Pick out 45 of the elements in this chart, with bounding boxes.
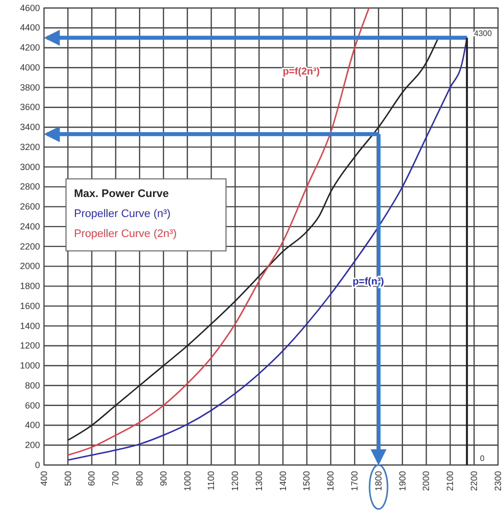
x-tick-label: 2100 xyxy=(445,471,456,492)
y-tick-label: 600 xyxy=(24,400,40,410)
y-tick-label: 1800 xyxy=(20,281,40,292)
legend-box: Max. Power Curve Propeller Curve (n³) Propeller Curve (2n³) xyxy=(66,178,226,252)
x-tick-label: 1600 xyxy=(326,471,336,492)
x-tick-label: 1700 xyxy=(350,471,360,492)
x-tick-label: 500 xyxy=(62,471,73,486)
x-tick-label: 2300 xyxy=(492,471,502,492)
y-tick-label: 1200 xyxy=(20,340,40,351)
x-tick-label: 1800 xyxy=(373,471,384,492)
y-tick-label: 3200 xyxy=(20,142,40,152)
x-tick-label: 2200 xyxy=(468,471,479,492)
y-tick-label: 0 xyxy=(34,460,40,470)
x-tick-label: 600 xyxy=(86,471,97,486)
y-tick-label: 4200 xyxy=(20,42,40,53)
y-tick-label: 4400 xyxy=(20,22,40,33)
x-tick-label: 1200 xyxy=(230,471,240,492)
y-tick-label: 4600 xyxy=(20,2,40,13)
y-tick-label: 4000 xyxy=(20,62,40,72)
y-tick-label: 2600 xyxy=(20,202,40,212)
x-tick-label: 2000 xyxy=(421,471,432,492)
y-tick-label: 3400 xyxy=(20,122,40,132)
x-tick-label: 1000 xyxy=(182,471,192,492)
y-tick-label: 3600 xyxy=(20,102,40,112)
y-tick-label: 2800 xyxy=(20,182,40,192)
x-tick-label: 1100 xyxy=(206,471,216,490)
y-tick-label: 1000 xyxy=(20,360,40,371)
y-tick-label: 3800 xyxy=(20,82,40,92)
x-tick-label: 1300 xyxy=(254,471,264,492)
y-tick-label: 3000 xyxy=(20,162,40,172)
x-tick-label: 900 xyxy=(158,471,168,486)
x-tick-label: 800 xyxy=(134,471,144,486)
y-tick-label: 200 xyxy=(24,440,40,450)
y-tick-label: 1600 xyxy=(20,300,40,311)
y-tick-label: 400 xyxy=(24,420,40,430)
x-tick-label: 1900 xyxy=(397,471,408,492)
y-tick-label: 1400 xyxy=(20,320,40,331)
y-tick-label: 800 xyxy=(24,380,40,390)
annotation: 0 xyxy=(480,454,485,463)
x-tick-label: 1500 xyxy=(302,471,312,492)
y-tick-label: 2000 xyxy=(20,261,40,272)
x-tick-label: 1400 xyxy=(278,471,288,492)
x-tick-label: 700 xyxy=(110,471,121,486)
y-tick-label: 2400 xyxy=(20,221,40,232)
y-tick-label: 2200 xyxy=(20,241,40,252)
